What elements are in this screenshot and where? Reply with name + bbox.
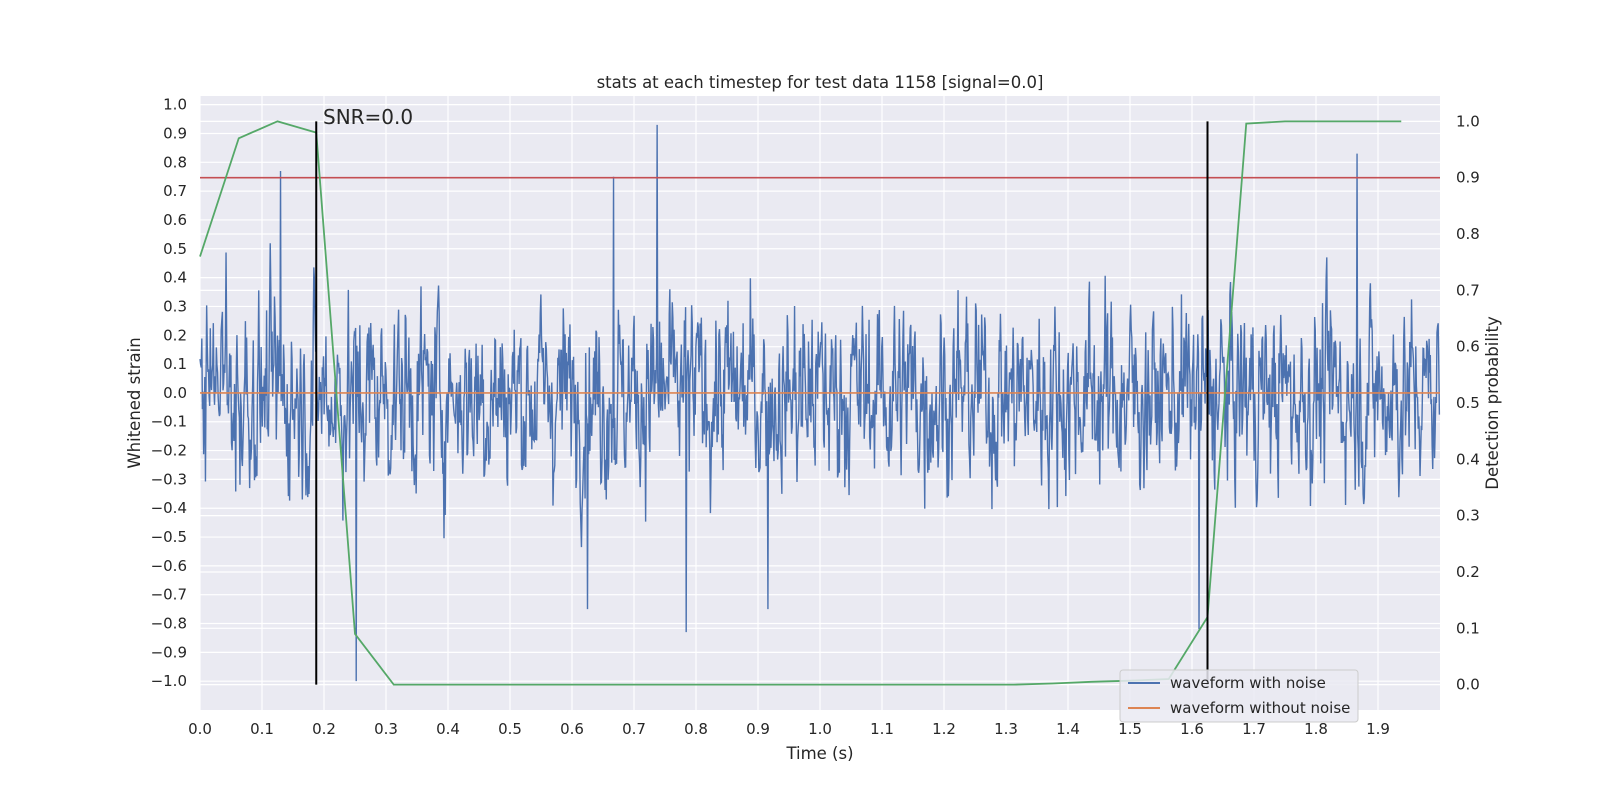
y-tick-label: −0.3 <box>151 470 187 488</box>
y2-tick-label: 0.4 <box>1456 450 1480 468</box>
y-tick-label: −0.6 <box>151 557 187 575</box>
x-tick-label: 0.5 <box>498 720 522 738</box>
y-tick-label: −0.8 <box>151 615 187 633</box>
x-tick-label: 0.3 <box>374 720 398 738</box>
x-tick-label: 0.7 <box>622 720 646 738</box>
legend-label-clean: waveform without noise <box>1170 699 1350 717</box>
y2-tick-label: 0.9 <box>1456 169 1480 187</box>
x-tick-label: 0.2 <box>312 720 336 738</box>
y-tick-label: 0.3 <box>163 297 187 315</box>
detection-probability-line <box>199 120 1402 686</box>
y2-tick-label: 0.8 <box>1456 225 1480 243</box>
left-axis-ticks: 1.0 0.9 0.8 0.7 0.6 0.5 0.4 0.3 0.2 0.1 0.0 −0.1 −0.… <box>151 96 187 691</box>
legend-label-noise: waveform with noise <box>1170 674 1326 692</box>
y-axis-label: Whitened strain <box>125 337 144 468</box>
x-tick-label: 1.0 <box>808 720 832 738</box>
y-tick-label: 0.5 <box>163 240 187 258</box>
legend: waveform with noise waveform without noi… <box>1119 669 1359 723</box>
y2-tick-label: 0.7 <box>1456 281 1480 299</box>
x-tick-label: 0.8 <box>684 720 708 738</box>
y-tick-label: 0.6 <box>163 211 187 229</box>
waveform-with-noise-line <box>199 124 1441 682</box>
x-axis-ticks: 0.0 0.1 0.2 0.3 0.4 0.5 0.6 0.7 0.8 0.9 1.0 1.1 1.2 1… <box>188 720 1390 738</box>
x-tick-label: 0.0 <box>188 720 212 738</box>
y2-tick-label: 0.0 <box>1456 676 1480 694</box>
y-tick-label: −0.4 <box>151 499 187 517</box>
y-tick-label: −0.5 <box>151 528 187 546</box>
snr-annotation: SNR=0.0 <box>323 105 413 129</box>
y2-tick-label: 0.3 <box>1456 507 1480 525</box>
y2-tick-label: 0.5 <box>1456 394 1480 412</box>
x-tick-label: 1.2 <box>932 720 956 738</box>
x-tick-label: 1.4 <box>1056 720 1080 738</box>
y-tick-label: 0.7 <box>163 182 187 200</box>
x-tick-label: 0.6 <box>560 720 584 738</box>
y-tick-label: −1.0 <box>151 672 187 690</box>
x-tick-label: 1.3 <box>994 720 1018 738</box>
y2-tick-label: 1.0 <box>1456 112 1480 130</box>
series-area <box>199 120 1441 686</box>
x-tick-label: 1.6 <box>1180 720 1204 738</box>
y-tick-label: 0.9 <box>163 124 187 142</box>
x-tick-label: 1.9 <box>1366 720 1390 738</box>
x-tick-label: 0.4 <box>436 720 460 738</box>
y2-axis-label: Detection probability <box>1483 316 1502 490</box>
x-tick-label: 1.7 <box>1242 720 1266 738</box>
y-tick-label: −0.2 <box>151 442 187 460</box>
y-tick-label: −0.9 <box>151 643 187 661</box>
y-tick-label: 0.2 <box>163 326 187 344</box>
x-axis-label: Time (s) <box>785 744 853 763</box>
right-axis-ticks: 0.0 0.1 0.2 0.3 0.4 0.5 0.6 0.7 0.8 0.9 1.0 <box>1456 112 1480 693</box>
x-tick-label: 1.5 <box>1118 720 1142 738</box>
y-tick-label: 0.1 <box>163 355 187 373</box>
grid <box>199 96 1440 710</box>
y2-tick-label: 0.2 <box>1456 563 1480 581</box>
chart-title: stats at each timestep for test data 115… <box>597 73 1044 92</box>
x-tick-label: 0.1 <box>250 720 274 738</box>
x-tick-label: 1.8 <box>1304 720 1328 738</box>
y-tick-label: 0.8 <box>163 153 187 171</box>
y2-tick-label: 0.6 <box>1456 338 1480 356</box>
y-tick-label: 0.4 <box>163 269 187 287</box>
y-tick-label: 1.0 <box>163 96 187 114</box>
x-tick-label: 0.9 <box>746 720 770 738</box>
y-tick-label: 0.0 <box>163 384 187 402</box>
y-tick-label: −0.7 <box>151 586 187 604</box>
y-tick-label: −0.1 <box>151 413 187 431</box>
x-tick-label: 1.1 <box>870 720 894 738</box>
y2-tick-label: 0.1 <box>1456 619 1480 637</box>
legend-box <box>1119 669 1359 723</box>
